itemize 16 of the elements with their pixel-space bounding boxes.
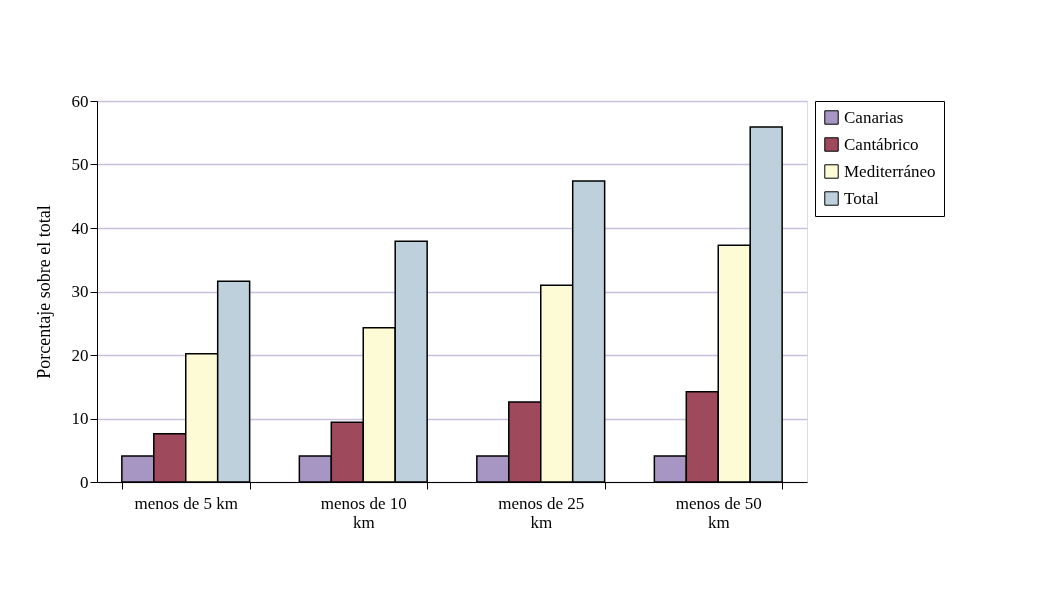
y-axis-title: Porcentaje sobre el total	[33, 205, 54, 379]
x-tick-label: menos de 50 km	[675, 493, 762, 532]
legend-label: Canarias	[844, 107, 904, 127]
y-tick-label: 60	[71, 91, 89, 111]
x-tick-label: menos de 5 km	[134, 493, 238, 513]
legend-label: Cantábrico	[844, 134, 919, 154]
y-tick-label: 10	[71, 409, 89, 428]
y-tick-label: 40	[71, 218, 89, 238]
y-tick-label: 0	[80, 472, 89, 492]
x-tick-label: menos de 25 km	[498, 493, 585, 532]
legend-label: Total	[844, 188, 879, 208]
y-tick-label: 50	[71, 155, 89, 174]
y-tick-label: 30	[71, 282, 89, 301]
x-tick-label: menos de 10 km	[320, 493, 407, 532]
y-tick-label: 20	[71, 345, 89, 365]
legend-label: Mediterráneo	[844, 161, 936, 181]
